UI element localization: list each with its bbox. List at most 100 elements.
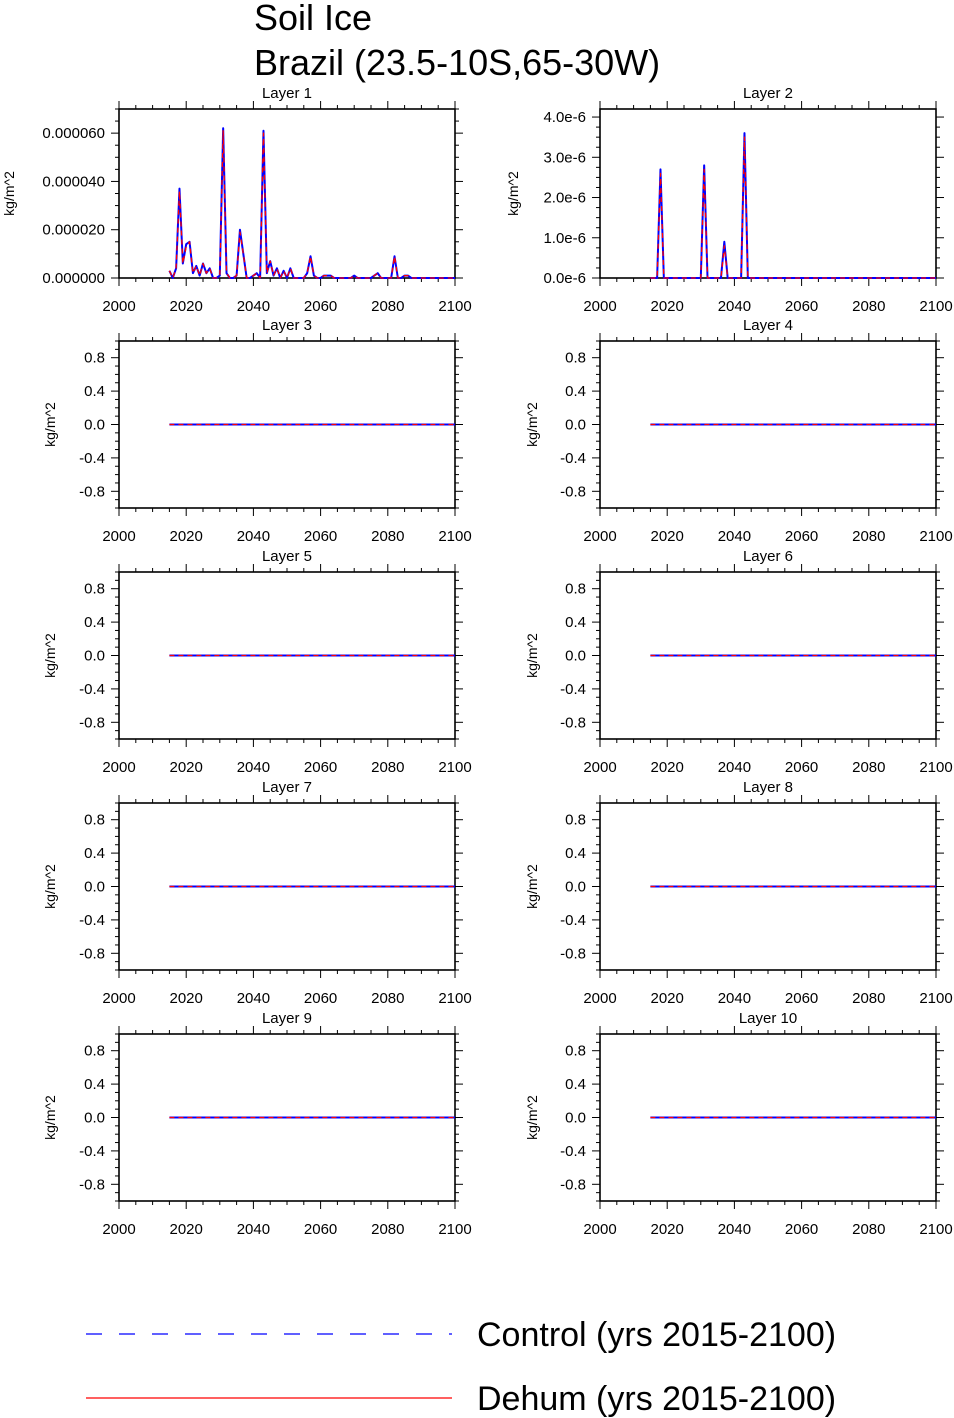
legend-control-label: Control (yrs 2015-2100)	[477, 1316, 836, 1354]
layer-2-x-tick-label: 2060	[785, 298, 818, 315]
layer-3-x-tick-label: 2040	[237, 528, 270, 545]
layer-10-x-tick-label: 2100	[919, 1221, 952, 1238]
layer-10-y-axis-label: kg/m^2	[524, 1095, 540, 1140]
layer-7-panel-title: Layer 7	[262, 779, 312, 796]
layer-6-panel-title: Layer 6	[743, 548, 793, 565]
layer-5-x-tick-label: 2080	[371, 759, 404, 776]
layer-7-y-tick-label: 0.8	[84, 812, 105, 829]
layer-10-x-tick-label: 2080	[852, 1221, 885, 1238]
layer-7-x-tick-label: 2020	[170, 990, 203, 1007]
layer-4-x-tick-label: 2000	[583, 528, 616, 545]
layer-8-x-tick-label: 2000	[583, 990, 616, 1007]
layer-1-x-tick-label: 2080	[371, 298, 404, 315]
layer-1-plot-frame	[118, 108, 456, 279]
layer-7-x-tick-label: 2080	[371, 990, 404, 1007]
layer-9-x-tick-label: 2020	[170, 1221, 203, 1238]
layer-4-x-tick-label: 2080	[852, 528, 885, 545]
layer-2-x-tick-label: 2020	[651, 298, 684, 315]
layer-10-panel-title: Layer 10	[739, 1010, 797, 1027]
layer-6-y-tick-label: -0.8	[560, 714, 586, 731]
layer-6-y-axis-label: kg/m^2	[524, 633, 540, 678]
layer-4-x-tick-label: 2020	[651, 528, 684, 545]
layer-3-y-tick-label: 0.4	[84, 383, 105, 400]
legend-dehum-label: Dehum (yrs 2015-2100)	[477, 1380, 836, 1418]
layer-5-panel-title: Layer 5	[262, 548, 312, 565]
legend: Control (yrs 2015-2100) Dehum (yrs 2015-…	[86, 1316, 836, 1418]
panel-layer-4: Layer 4 2000 2020 2040 2060 2080 2100 -0.8 -0.4 0…	[524, 317, 953, 545]
layer-1-y-tick-label: 0.000020	[42, 222, 105, 239]
layer-5-y-axis-label: kg/m^2	[42, 633, 58, 678]
layer-3-x-tick-label: 2100	[438, 528, 471, 545]
layer-5-y-tick-label: 0.8	[84, 581, 105, 598]
layer-9-y-tick-label: 0.0	[84, 1110, 105, 1127]
layer-3-x-tick-label: 2060	[304, 528, 337, 545]
layer-4-y-tick-label: -0.4	[560, 450, 586, 467]
layer-3-y-axis-label: kg/m^2	[42, 402, 58, 447]
layer-5-x-tick-label: 2100	[438, 759, 471, 776]
layer-8-panel-title: Layer 8	[743, 779, 793, 796]
layer-1-x-tick-label: 2020	[170, 298, 203, 315]
layer-2-x-tick-label: 2100	[919, 298, 952, 315]
layer-6-x-tick-label: 2000	[583, 759, 616, 776]
layer-10-y-tick-label: 0.4	[565, 1076, 586, 1093]
layer-9-x-tick-label: 2100	[438, 1221, 471, 1238]
panels-grid: Layer 1 2000 2020 2040 2060 2080 2100 0.000000 0…	[1, 85, 953, 1238]
layer-5-x-tick-label: 2040	[237, 759, 270, 776]
layer-1-x-tick-label: 2040	[237, 298, 270, 315]
layer-4-x-tick-label: 2060	[785, 528, 818, 545]
figure-title-line-1: Soil Ice	[254, 0, 372, 38]
layer-3-x-tick-label: 2020	[170, 528, 203, 545]
layer-9-y-tick-label: 0.4	[84, 1076, 105, 1093]
layer-8-y-axis-label: kg/m^2	[524, 864, 540, 909]
layer-9-x-tick-label: 2000	[102, 1221, 135, 1238]
layer-5-y-tick-label: 0.0	[84, 648, 105, 665]
layer-8-x-tick-label: 2020	[651, 990, 684, 1007]
layer-4-y-tick-label: -0.8	[560, 483, 586, 500]
layer-6-y-tick-label: -0.4	[560, 681, 586, 698]
layer-9-y-axis-label: kg/m^2	[42, 1095, 58, 1140]
panel-layer-10: Layer 10 2000 2020 2040 2060 2080 2100 -0.8 -0.4…	[524, 1010, 953, 1238]
layer-3-y-tick-label: -0.8	[79, 483, 105, 500]
panel-layer-3: Layer 3 2000 2020 2040 2060 2080 2100 -0.8 -0.4 0…	[42, 317, 472, 545]
layer-5-y-tick-label: -0.8	[79, 714, 105, 731]
layer-6-y-tick-label: 0.0	[565, 648, 586, 665]
layer-1-y-axis-label: kg/m^2	[1, 171, 17, 216]
figure-title-line-2: Brazil (23.5-10S,65-30W)	[254, 42, 660, 83]
layer-3-panel-title: Layer 3	[262, 317, 312, 334]
layer-7-x-tick-label: 2100	[438, 990, 471, 1007]
layer-2-series-control-base	[650, 132, 936, 279]
layer-3-y-tick-label: -0.4	[79, 450, 105, 467]
layer-1-panel-title: Layer 1	[262, 85, 312, 102]
layer-1-series-control-base	[168, 127, 455, 279]
layer-7-x-tick-label: 2060	[304, 990, 337, 1007]
layer-10-x-tick-label: 2040	[718, 1221, 751, 1238]
layer-8-y-tick-label: 0.4	[565, 845, 586, 862]
layer-8-y-tick-label: -0.8	[560, 945, 586, 962]
layer-7-y-tick-label: 0.4	[84, 845, 105, 862]
layer-9-y-tick-label: -0.8	[79, 1176, 105, 1193]
layer-6-x-tick-label: 2020	[651, 759, 684, 776]
layer-1-y-tick-label: 0.000040	[42, 173, 105, 190]
layer-6-x-tick-label: 2040	[718, 759, 751, 776]
layer-2-y-tick-label: 3.0e-6	[543, 149, 586, 166]
layer-1-x-tick-label: 2060	[304, 298, 337, 315]
layer-4-y-tick-label: 0.4	[565, 383, 586, 400]
layer-2-y-tick-label: 0.0e-6	[543, 270, 586, 287]
layer-3-x-tick-label: 2000	[102, 528, 135, 545]
layer-2-series-dehum-dash	[650, 136, 936, 279]
layer-6-x-tick-label: 2100	[919, 759, 952, 776]
layer-9-panel-title: Layer 9	[262, 1010, 312, 1027]
panel-layer-2: Layer 2 2000 2020 2040 2060 2080 2100 0.0e-6 1.0…	[505, 85, 953, 315]
layer-2-x-tick-label: 2000	[583, 298, 616, 315]
layer-8-x-tick-label: 2100	[919, 990, 952, 1007]
layer-10-x-tick-label: 2020	[651, 1221, 684, 1238]
layer-7-x-tick-label: 2040	[237, 990, 270, 1007]
layer-5-y-tick-label: -0.4	[79, 681, 105, 698]
layer-2-y-axis-label: kg/m^2	[505, 171, 521, 216]
layer-9-y-tick-label: -0.4	[79, 1143, 105, 1160]
layer-2-panel-title: Layer 2	[743, 85, 793, 102]
layer-8-x-tick-label: 2040	[718, 990, 751, 1007]
layer-1-x-tick-label: 2100	[438, 298, 471, 315]
layer-3-y-tick-label: 0.8	[84, 350, 105, 367]
